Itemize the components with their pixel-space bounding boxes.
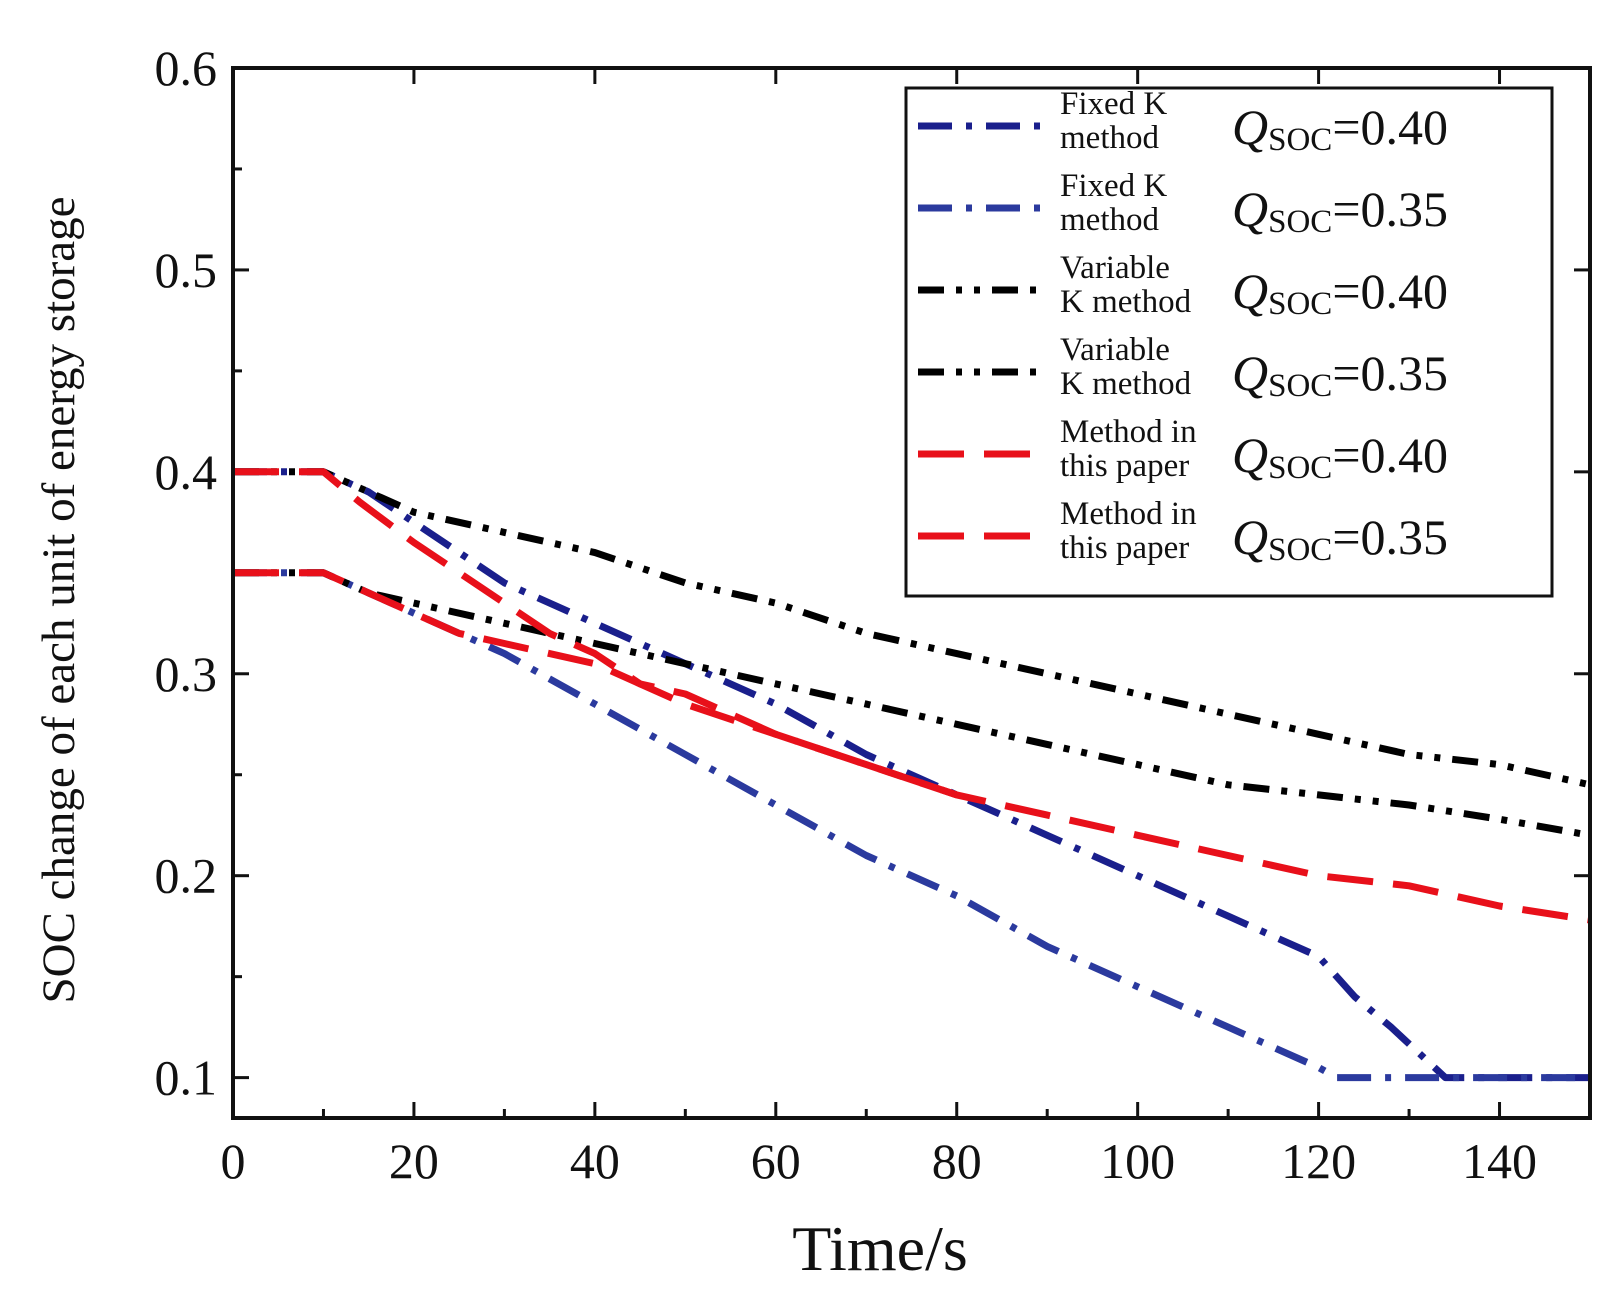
legend-q-value: =0.35 — [1332, 345, 1448, 401]
legend-q-subscript: SOC — [1268, 204, 1332, 240]
legend-q-label: QSOC=0.35 — [1232, 181, 1448, 240]
series-line-6 — [233, 569, 958, 799]
series-line-5 — [233, 468, 1591, 924]
series-line-3 — [233, 468, 1591, 789]
legend-q-label: QSOC=0.35 — [1232, 345, 1448, 404]
x-tick-label: 80 — [932, 1133, 982, 1189]
y-tick-label: 0.3 — [155, 646, 218, 702]
y-tick-label: 0.4 — [155, 444, 218, 500]
y-tick-label: 0.2 — [155, 848, 218, 904]
legend-q-value: =0.40 — [1332, 263, 1448, 319]
legend-label-line2: this paper — [1060, 530, 1189, 566]
legend-label-line2: method — [1060, 120, 1159, 156]
y-axis-label: SOC change of each unit of energy storag… — [33, 196, 85, 1003]
series-line-2 — [233, 569, 1590, 1082]
legend-q-value: =0.40 — [1332, 427, 1448, 483]
legend-label-line1: Fixed K — [1060, 86, 1167, 122]
legend-q-label: QSOC=0.40 — [1232, 99, 1448, 158]
x-tick-label: 140 — [1462, 1133, 1537, 1189]
y-tick-label: 0.1 — [155, 1050, 218, 1106]
legend-label-line1: Variable — [1060, 332, 1170, 368]
legend-q-label: QSOC=0.40 — [1232, 263, 1448, 322]
legend-q-symbol: Q — [1232, 345, 1268, 401]
plot-frame — [231, 66, 1592, 1120]
x-axis-label: Time/s — [792, 1213, 968, 1284]
series-lines — [233, 468, 1591, 1082]
legend-label-line1: Method in — [1060, 414, 1197, 450]
legend-q-subscript: SOC — [1268, 286, 1332, 322]
y-tick-label: 0.6 — [155, 40, 218, 96]
legend-q-symbol: Q — [1232, 263, 1268, 319]
y-tick-label: 0.5 — [155, 242, 218, 298]
legend-q-subscript: SOC — [1268, 532, 1332, 568]
x-tick-label: 0 — [221, 1133, 246, 1189]
legend-label-line2: K method — [1060, 284, 1192, 320]
x-tick-label: 100 — [1100, 1133, 1175, 1189]
legend-label-line2: this paper — [1060, 448, 1189, 484]
legend-box — [904, 86, 1554, 598]
legend-label-line2: method — [1060, 202, 1159, 238]
legend-q-symbol: Q — [1232, 509, 1268, 565]
legend-q-label: QSOC=0.40 — [1232, 427, 1448, 486]
legend-label-line1: Method in — [1060, 496, 1197, 532]
legend-q-value: =0.35 — [1332, 181, 1448, 237]
x-axis-ticks: 0 20 40 60 80 100 120 140 — [221, 68, 1537, 1189]
legend-label-line2: K method — [1060, 366, 1192, 402]
y-axis-ticks: 0.1 0.2 0.3 0.4 0.5 0.6 — [155, 40, 1590, 1106]
legend-label-line1: Variable — [1060, 250, 1170, 286]
series-line-4 — [233, 569, 1591, 839]
x-tick-label: 20 — [389, 1133, 439, 1189]
x-tick-label: 60 — [751, 1133, 801, 1189]
legend-q-value: =0.40 — [1332, 99, 1448, 155]
series-line-1 — [233, 468, 1590, 1082]
legend-q-subscript: SOC — [1268, 450, 1332, 486]
legend-q-value: =0.35 — [1332, 509, 1448, 565]
legend-q-subscript: SOC — [1268, 368, 1332, 404]
legend-q-symbol: Q — [1232, 181, 1268, 237]
legend-q-symbol: Q — [1232, 427, 1268, 483]
legend-q-label: QSOC=0.35 — [1232, 509, 1448, 568]
legend-q-symbol: Q — [1232, 99, 1268, 155]
legend-label-line1: Fixed K — [1060, 168, 1167, 204]
x-tick-label: 40 — [570, 1133, 620, 1189]
legend-q-subscript: SOC — [1268, 122, 1332, 158]
x-tick-label: 120 — [1281, 1133, 1356, 1189]
